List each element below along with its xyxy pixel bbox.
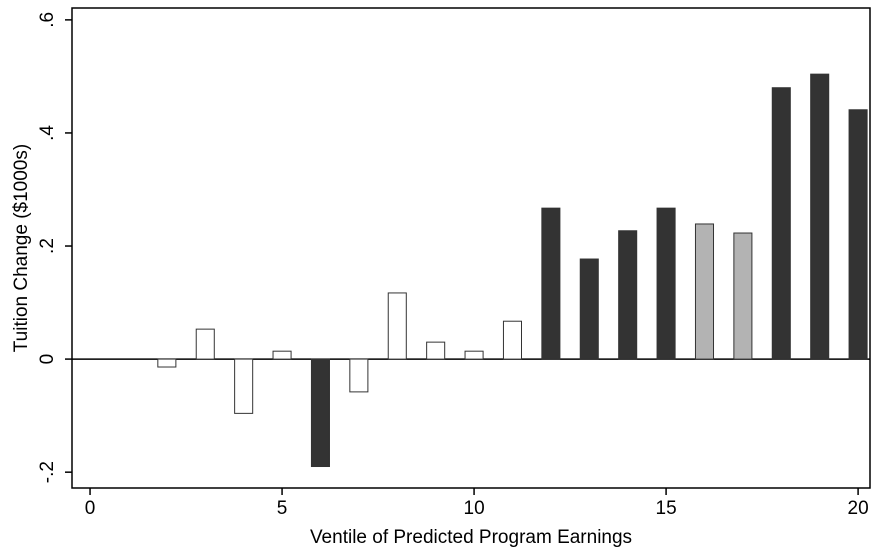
bar	[502, 320, 522, 360]
x-tick-label: 0	[85, 498, 96, 519]
bar	[848, 109, 868, 360]
bar	[771, 87, 791, 360]
bar	[579, 258, 599, 360]
y-axis-title: Tuition Change ($1000s)	[11, 144, 32, 352]
x-tick-label: 20	[848, 498, 869, 519]
bar	[157, 358, 177, 368]
x-tick-label: 5	[277, 498, 288, 519]
bar	[656, 207, 676, 360]
bar	[541, 207, 561, 360]
bar	[464, 350, 484, 360]
bar	[272, 350, 292, 360]
y-tick-label: .4	[37, 125, 58, 141]
bar	[349, 358, 369, 393]
x-tick-label: 15	[656, 498, 677, 519]
bar	[810, 73, 830, 360]
bar	[310, 358, 330, 468]
bar	[234, 358, 254, 414]
x-tick-label: 10	[464, 498, 485, 519]
bar	[694, 223, 715, 360]
y-tick-label: -.2	[37, 461, 58, 483]
bar	[426, 341, 446, 360]
bar	[195, 328, 215, 360]
x-axis-title: Ventile of Predicted Program Earnings	[310, 527, 632, 548]
plot-frame	[71, 7, 871, 489]
bar	[387, 292, 407, 360]
bar	[733, 232, 753, 360]
bar	[618, 230, 638, 360]
y-tick-label: 0	[37, 354, 58, 365]
y-tick-label: .2	[37, 238, 58, 254]
y-tick-label: .6	[37, 12, 58, 28]
